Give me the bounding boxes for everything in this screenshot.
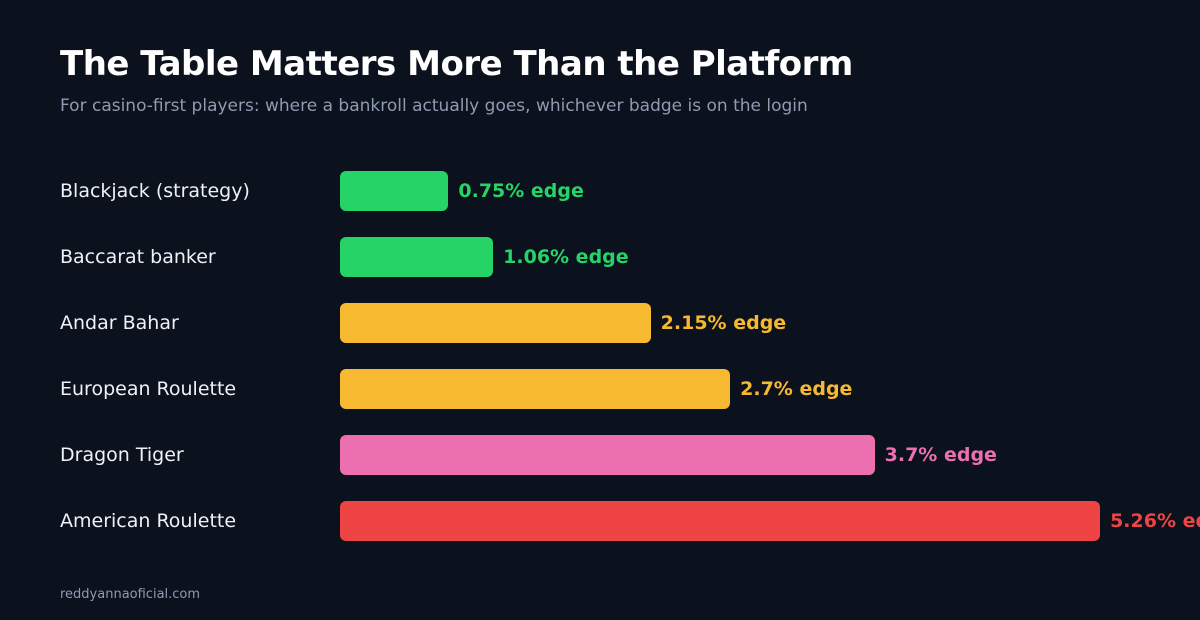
bar — [340, 303, 651, 343]
category-label: European Roulette — [60, 378, 237, 400]
value-label: 1.06% edge — [503, 246, 629, 268]
bar-row: Baccarat banker 1.06% edge — [0, 236, 1200, 278]
value-label: 2.7% edge — [740, 378, 853, 400]
chart-title: The Table Matters More Than the Platform — [60, 44, 853, 84]
bar-row: European Roulette 2.7% edge — [0, 368, 1200, 410]
category-label: Dragon Tiger — [60, 444, 184, 466]
bar — [340, 171, 449, 211]
bar-row: American Roulette 5.26% edge — [0, 500, 1200, 542]
category-label: Andar Bahar — [60, 312, 179, 334]
value-label: 3.7% edge — [884, 444, 997, 466]
bar — [340, 237, 494, 277]
bar-chart: Blackjack (strategy) 0.75% edge Baccarat b… — [0, 160, 1200, 560]
value-label: 2.15% edge — [660, 312, 787, 334]
bar — [340, 435, 875, 475]
bar — [340, 369, 731, 409]
bar-row: Dragon Tiger 3.7% edge — [0, 434, 1200, 476]
bar-row: Blackjack (strategy) 0.75% edge — [0, 170, 1200, 212]
category-label: American Roulette — [60, 510, 237, 532]
bar — [340, 501, 1101, 541]
source-footer: reddyannaoficial.com — [60, 587, 201, 602]
chart-subtitle: For casino-first players: where a bankro… — [60, 96, 808, 116]
category-label: Baccarat banker — [60, 246, 216, 268]
value-label: 0.75% edge — [458, 180, 584, 202]
value-label: 5.26% edge — [1110, 510, 1200, 532]
category-label: Blackjack (strategy) — [60, 180, 250, 202]
bar-row: Andar Bahar 2.15% edge — [0, 302, 1200, 344]
